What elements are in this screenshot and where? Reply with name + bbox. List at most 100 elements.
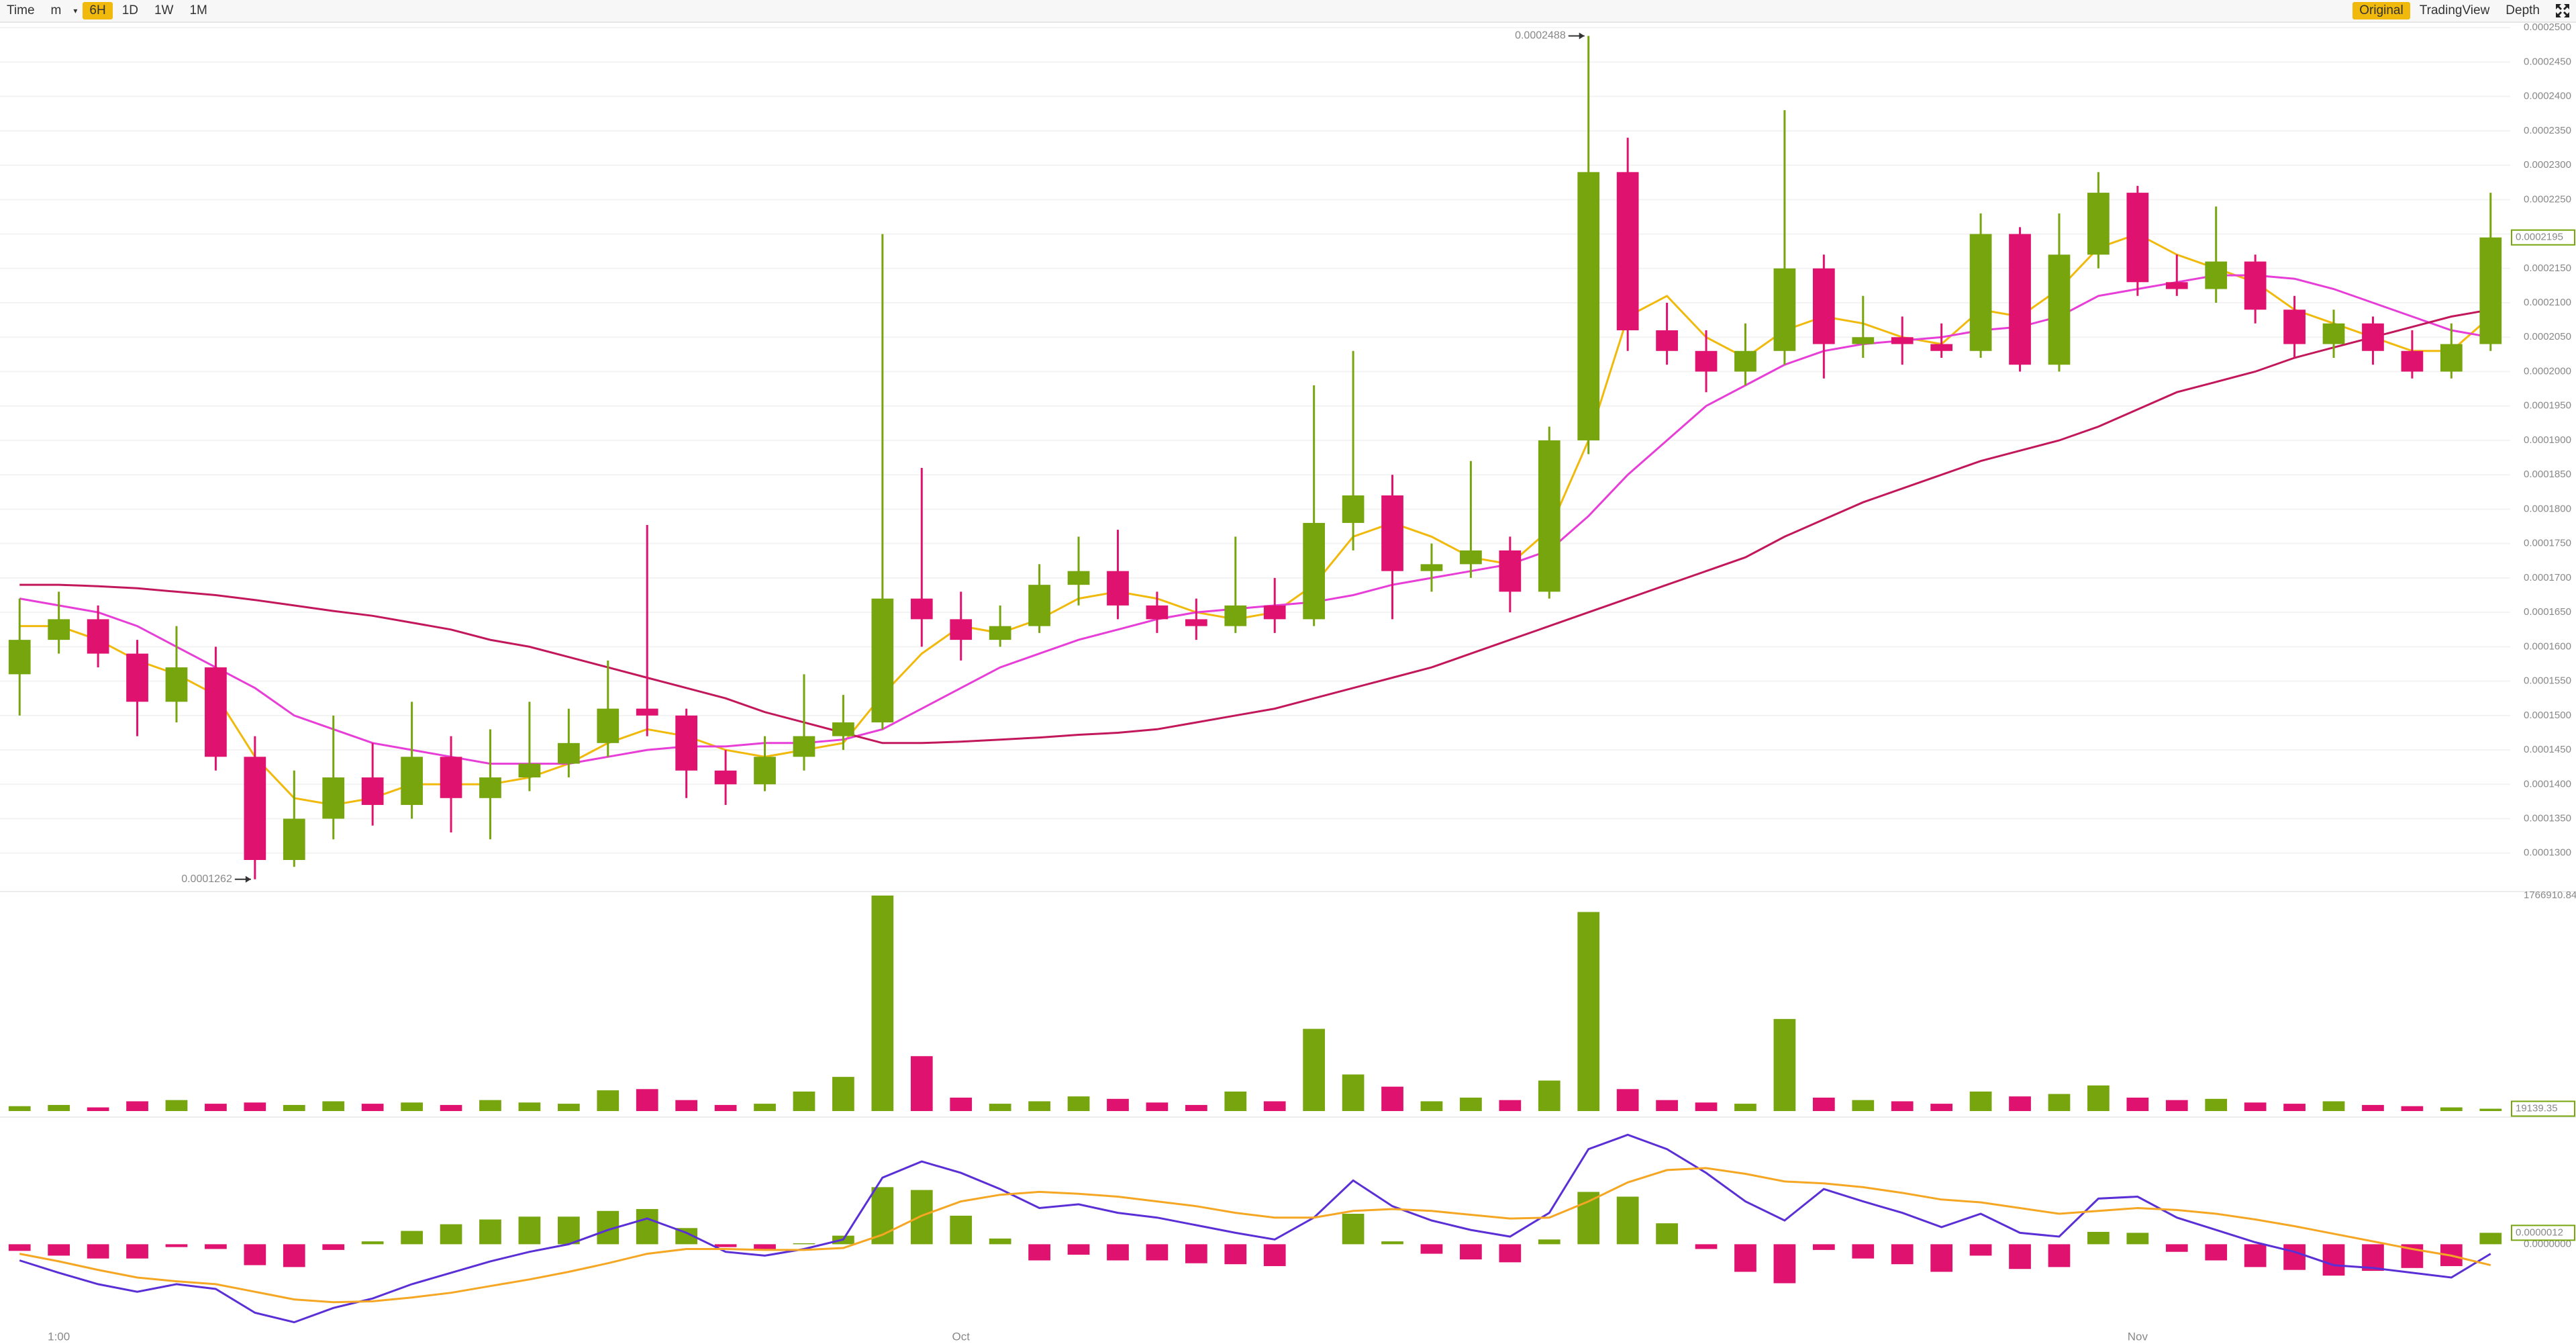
macd-bar bbox=[1028, 1244, 1050, 1261]
y-tick-label: 0.0001450 bbox=[2524, 744, 2571, 755]
candle-body bbox=[557, 742, 580, 764]
macd-bar bbox=[793, 1243, 815, 1245]
candle-body bbox=[714, 770, 737, 785]
candle-body bbox=[597, 708, 620, 743]
volume-bar bbox=[401, 1102, 423, 1111]
toolbar: Time m ▾ 6H 1D 1W 1M Original TradingVie… bbox=[0, 0, 2576, 23]
candle-body bbox=[871, 598, 894, 723]
macd-bar bbox=[1499, 1244, 1522, 1263]
volume-bar bbox=[1773, 1018, 1796, 1111]
y-tick-label: 0.0002450 bbox=[2524, 56, 2571, 67]
tool-item[interactable]: 6H bbox=[83, 2, 113, 19]
macd-bar bbox=[1067, 1244, 1090, 1255]
macd-bar bbox=[2322, 1244, 2345, 1276]
y-tick-label: 0.0001550 bbox=[2524, 675, 2571, 687]
x-tick-label: Nov bbox=[2128, 1330, 2148, 1343]
y-tick-label: 0.0001500 bbox=[2524, 710, 2571, 721]
y-tick-label: 1766910.84 bbox=[2524, 890, 2576, 901]
candle-body bbox=[2479, 237, 2502, 344]
volume-bar bbox=[793, 1091, 815, 1111]
y-tick-label: 0.0001800 bbox=[2524, 503, 2571, 514]
volume-bar bbox=[1734, 1104, 1756, 1111]
macd-bar bbox=[205, 1244, 227, 1249]
volume-bar bbox=[440, 1104, 462, 1111]
tool-item[interactable]: 1M bbox=[189, 3, 207, 17]
volume-bar bbox=[1852, 1100, 1875, 1111]
macd-bar bbox=[401, 1231, 423, 1245]
volume-bar bbox=[597, 1090, 620, 1111]
y-tick-label: 0.0002150 bbox=[2524, 262, 2571, 274]
volume-bar bbox=[1342, 1074, 1365, 1111]
y-tick-label: 0.0002050 bbox=[2524, 331, 2571, 342]
macd-bar bbox=[1538, 1239, 1561, 1245]
volume-bar bbox=[165, 1100, 188, 1111]
volume-bar bbox=[322, 1101, 345, 1111]
view-item[interactable]: Depth bbox=[2506, 3, 2540, 17]
candle-body bbox=[440, 757, 462, 798]
volume-bar bbox=[832, 1077, 854, 1111]
fullscreen-icon[interactable] bbox=[2555, 3, 2571, 19]
volume-bar bbox=[2362, 1104, 2384, 1111]
volume-bar bbox=[1381, 1086, 1403, 1111]
candle-body bbox=[1146, 605, 1169, 620]
candle-body bbox=[48, 619, 70, 640]
candle-body bbox=[283, 818, 305, 861]
candle-body bbox=[989, 626, 1011, 640]
dropdown-arrow[interactable]: ▾ bbox=[73, 6, 78, 15]
tool-item[interactable]: 1W bbox=[154, 3, 174, 17]
y-tick-label: 0.0001750 bbox=[2524, 538, 2571, 549]
candle-body bbox=[1460, 550, 1482, 565]
macd-bar bbox=[1773, 1244, 1796, 1284]
candle-body bbox=[1616, 172, 1639, 331]
y-tick-label: 0.0001850 bbox=[2524, 469, 2571, 480]
candle-body bbox=[2165, 282, 2188, 289]
macd-bar bbox=[1616, 1196, 1639, 1245]
volume-bar bbox=[1067, 1096, 1090, 1111]
volume-bar bbox=[557, 1104, 580, 1111]
volume-bar bbox=[2205, 1098, 2228, 1111]
macd-bar bbox=[1695, 1244, 1718, 1249]
candle-body bbox=[675, 715, 698, 771]
y-tick-label: 0.0002500 bbox=[2524, 21, 2571, 33]
volume-bar bbox=[1930, 1104, 1953, 1111]
volume-bar bbox=[1146, 1102, 1169, 1111]
volume-bar bbox=[2048, 1094, 2071, 1111]
candle-body bbox=[1812, 268, 1835, 344]
macd-bar bbox=[2283, 1244, 2306, 1270]
volume-bar bbox=[479, 1100, 501, 1111]
arrow-head bbox=[1579, 32, 1585, 40]
candle-body bbox=[2048, 254, 2071, 365]
arrow-head bbox=[245, 875, 251, 883]
macd-bar bbox=[1734, 1244, 1756, 1272]
view-item[interactable]: Original bbox=[2352, 2, 2410, 19]
tool-item[interactable]: 1D bbox=[121, 3, 138, 17]
macd-bar bbox=[1224, 1244, 1247, 1265]
volume-bar bbox=[48, 1104, 70, 1111]
candle-body bbox=[754, 757, 776, 785]
y-tick-label: 0.0000000 bbox=[2524, 1238, 2571, 1249]
candle-body bbox=[205, 667, 227, 757]
macd-bar bbox=[2009, 1244, 2031, 1269]
y-tick-label: 0.0002350 bbox=[2524, 125, 2571, 136]
macd-bar bbox=[1146, 1244, 1169, 1261]
last-value-box bbox=[2511, 229, 2575, 246]
view-item[interactable]: TradingView bbox=[2419, 3, 2490, 17]
volume-bar bbox=[1616, 1089, 1639, 1111]
volume-bar bbox=[1969, 1091, 1992, 1111]
volume-bar bbox=[1028, 1101, 1050, 1111]
tool-item[interactable]: m bbox=[50, 3, 62, 17]
candle-body bbox=[1420, 564, 1443, 571]
candle-body bbox=[1263, 605, 1286, 620]
y-tick-label: 0.0001350 bbox=[2524, 813, 2571, 824]
tool-item[interactable]: Time bbox=[7, 3, 35, 17]
candle-body bbox=[479, 777, 501, 798]
macd-bar bbox=[557, 1216, 580, 1245]
candle-body bbox=[950, 619, 973, 640]
volume-bar bbox=[1695, 1102, 1718, 1111]
indicator-line bbox=[19, 1133, 2491, 1324]
y-tick-label: 0.0001400 bbox=[2524, 778, 2571, 789]
candle-body bbox=[1499, 550, 1522, 592]
macd-bar bbox=[636, 1208, 658, 1245]
last-value-box bbox=[2511, 1225, 2575, 1241]
macd-bar bbox=[1185, 1244, 1207, 1263]
